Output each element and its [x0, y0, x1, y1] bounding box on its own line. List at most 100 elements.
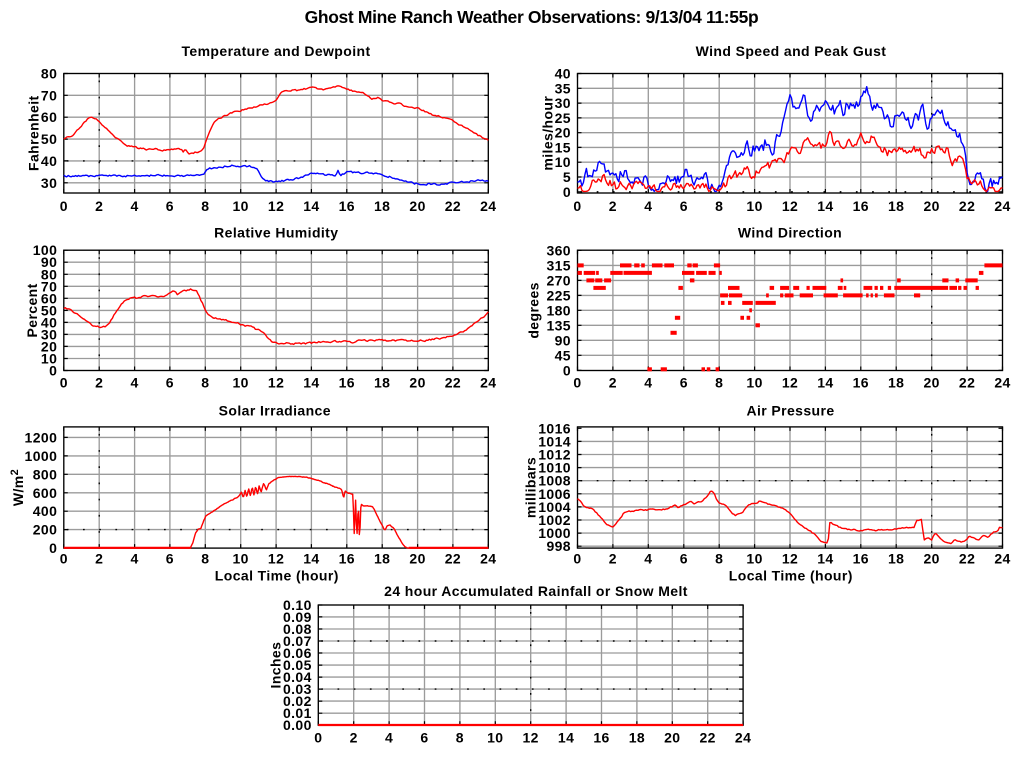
- svg-text:0.00: 0.00: [283, 717, 312, 733]
- svg-text:1000: 1000: [538, 525, 571, 541]
- svg-text:40: 40: [555, 66, 571, 82]
- svg-text:1012: 1012: [538, 447, 571, 463]
- svg-text:12: 12: [268, 375, 284, 391]
- svg-text:6: 6: [420, 729, 428, 745]
- svg-text:20: 20: [409, 375, 425, 391]
- svg-text:millibars: millibars: [523, 457, 539, 518]
- svg-text:8: 8: [201, 375, 209, 391]
- svg-text:50: 50: [41, 131, 57, 147]
- svg-text:600: 600: [33, 485, 58, 501]
- svg-text:10: 10: [487, 729, 503, 745]
- svg-text:1008: 1008: [538, 473, 571, 489]
- svg-text:8: 8: [201, 198, 209, 214]
- svg-text:10: 10: [746, 375, 762, 391]
- svg-text:22: 22: [959, 375, 975, 391]
- svg-text:4: 4: [131, 198, 139, 214]
- svg-text:14: 14: [303, 375, 319, 391]
- svg-text:315: 315: [546, 257, 571, 273]
- svg-text:1006: 1006: [538, 486, 571, 502]
- svg-text:Fahrenheit: Fahrenheit: [26, 95, 42, 171]
- svg-text:20: 20: [664, 729, 680, 745]
- svg-text:Ghost Mine Ranch Weather Obser: Ghost Mine Ranch Weather Observations: 9…: [305, 7, 759, 27]
- svg-text:14: 14: [303, 551, 319, 567]
- svg-text:90: 90: [555, 332, 571, 348]
- svg-text:6: 6: [166, 551, 174, 567]
- svg-text:50: 50: [41, 302, 57, 318]
- svg-text:15: 15: [555, 139, 571, 155]
- svg-text:0: 0: [573, 551, 581, 567]
- svg-text:2: 2: [95, 198, 103, 214]
- svg-text:Solar Irradiance: Solar Irradiance: [219, 402, 331, 418]
- svg-text:0.07: 0.07: [283, 633, 312, 649]
- svg-text:10: 10: [233, 198, 249, 214]
- svg-text:45: 45: [555, 347, 571, 363]
- svg-text:10: 10: [41, 351, 57, 367]
- svg-text:0.01: 0.01: [283, 705, 312, 721]
- svg-text:16: 16: [853, 375, 869, 391]
- svg-text:12: 12: [782, 198, 798, 214]
- svg-text:22: 22: [959, 198, 975, 214]
- svg-text:Temperature and Dewpoint: Temperature and Dewpoint: [181, 43, 370, 59]
- svg-text:998: 998: [546, 538, 571, 554]
- svg-text:2: 2: [609, 198, 617, 214]
- svg-text:40: 40: [41, 314, 57, 330]
- svg-text:22: 22: [959, 551, 975, 567]
- svg-text:Local Time (hour): Local Time (hour): [215, 568, 339, 584]
- svg-text:degrees: degrees: [526, 282, 542, 339]
- svg-text:80: 80: [41, 66, 57, 82]
- svg-text:270: 270: [546, 272, 571, 288]
- svg-text:1000: 1000: [25, 448, 58, 464]
- svg-text:14: 14: [817, 375, 833, 391]
- svg-text:Wind Speed and Peak Gust: Wind Speed and Peak Gust: [696, 43, 887, 59]
- svg-text:0: 0: [573, 198, 581, 214]
- svg-text:22: 22: [445, 198, 461, 214]
- svg-text:4: 4: [131, 551, 139, 567]
- svg-text:8: 8: [456, 729, 464, 745]
- svg-text:2: 2: [609, 375, 617, 391]
- svg-text:70: 70: [41, 278, 57, 294]
- svg-text:60: 60: [41, 290, 57, 306]
- svg-text:25: 25: [555, 110, 571, 126]
- svg-text:1200: 1200: [25, 429, 58, 445]
- svg-text:Local Time (hour): Local Time (hour): [729, 568, 853, 584]
- svg-text:4: 4: [131, 375, 139, 391]
- svg-text:14: 14: [817, 198, 833, 214]
- svg-text:16: 16: [593, 729, 609, 745]
- svg-text:800: 800: [33, 466, 58, 482]
- svg-text:8: 8: [715, 375, 723, 391]
- svg-text:24: 24: [994, 198, 1010, 214]
- svg-text:miles/hour: miles/hour: [540, 96, 556, 171]
- svg-text:2: 2: [95, 551, 103, 567]
- svg-text:14: 14: [817, 551, 833, 567]
- svg-text:24: 24: [480, 198, 496, 214]
- svg-text:10: 10: [746, 551, 762, 567]
- svg-text:180: 180: [546, 302, 571, 318]
- svg-text:4: 4: [385, 729, 393, 745]
- svg-text:22: 22: [700, 729, 716, 745]
- svg-text:22: 22: [445, 551, 461, 567]
- svg-text:Wind Direction: Wind Direction: [738, 224, 842, 240]
- svg-text:70: 70: [41, 87, 57, 103]
- svg-text:0.08: 0.08: [283, 621, 312, 637]
- svg-text:4: 4: [644, 551, 652, 567]
- svg-text:30: 30: [41, 326, 57, 342]
- svg-text:12: 12: [268, 198, 284, 214]
- svg-text:10: 10: [233, 551, 249, 567]
- svg-text:12: 12: [523, 729, 539, 745]
- svg-text:16: 16: [853, 551, 869, 567]
- svg-text:16: 16: [339, 375, 355, 391]
- svg-text:22: 22: [445, 375, 461, 391]
- svg-text:8: 8: [201, 551, 209, 567]
- svg-text:16: 16: [339, 551, 355, 567]
- svg-text:10: 10: [233, 375, 249, 391]
- svg-text:0: 0: [60, 551, 68, 567]
- svg-text:20: 20: [924, 551, 940, 567]
- svg-text:135: 135: [546, 317, 571, 333]
- svg-text:100: 100: [33, 242, 58, 258]
- svg-text:24: 24: [480, 375, 496, 391]
- svg-text:2: 2: [350, 729, 358, 745]
- svg-text:0: 0: [49, 363, 57, 379]
- svg-text:18: 18: [888, 198, 904, 214]
- svg-text:2: 2: [609, 551, 617, 567]
- svg-text:18: 18: [629, 729, 645, 745]
